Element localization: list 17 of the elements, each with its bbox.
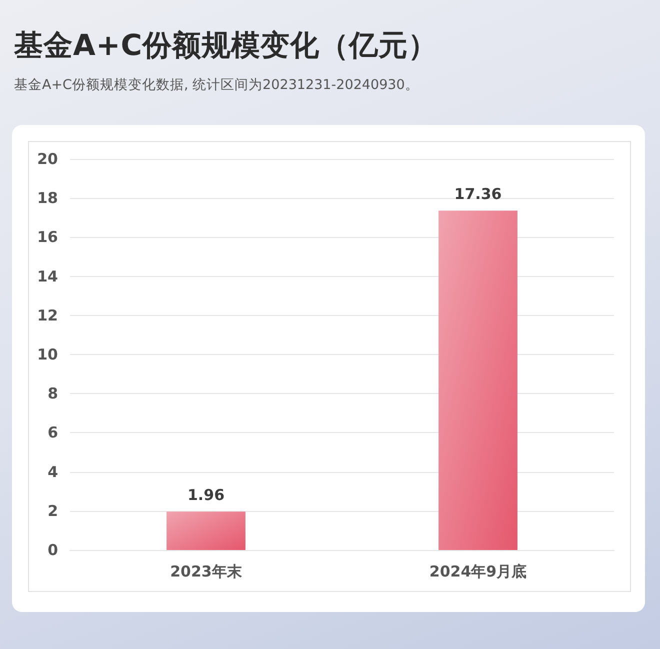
chart-title: 基金A+C份额规模变化（亿元） bbox=[14, 27, 438, 64]
data-label: 17.36 bbox=[454, 185, 502, 204]
y-tick-label: 12 bbox=[37, 306, 58, 324]
y-tick-label: 6 bbox=[48, 424, 58, 442]
y-tick-label: 4 bbox=[48, 462, 58, 481]
x-tick-label: 2024年9月底 bbox=[429, 562, 527, 580]
y-tick-label: 20 bbox=[37, 150, 58, 168]
data-label: 1.96 bbox=[187, 486, 225, 504]
y-tick-label: 0 bbox=[48, 541, 58, 559]
y-tick-label: 2 bbox=[48, 502, 58, 520]
y-tick-label: 14 bbox=[37, 267, 58, 286]
y-tick-label: 10 bbox=[37, 346, 58, 364]
y-tick-label: 16 bbox=[37, 228, 58, 246]
y-tick-label: 8 bbox=[48, 384, 58, 403]
y-tick-label: 18 bbox=[37, 189, 58, 208]
chart-subtitle: 基金A+C份额规模变化数据, 统计区间为20231231-20240930。 bbox=[14, 77, 420, 94]
x-tick-label: 2023年末 bbox=[170, 562, 243, 580]
